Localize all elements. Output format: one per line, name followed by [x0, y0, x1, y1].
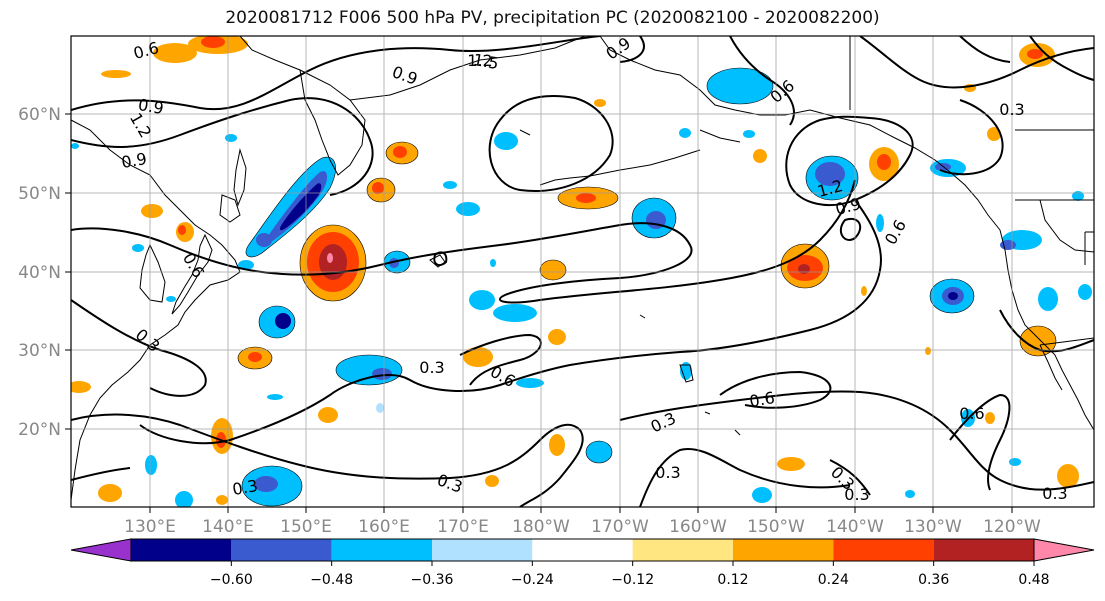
- lon-tick-label: 160°W: [669, 517, 727, 537]
- lon-tick-label: 150°W: [747, 517, 805, 537]
- lat-tick-label: 60°N: [18, 105, 61, 125]
- lon-tick-label: 130°W: [904, 517, 962, 537]
- colorbar-tick-label: −0.24: [511, 572, 554, 588]
- precip-positive: [71, 36, 1079, 505]
- contour-label: 0.6: [748, 388, 776, 411]
- lon-tick-label: 130°E: [124, 517, 176, 537]
- contour-label: 0.3: [844, 485, 869, 504]
- colorbar-segment: [532, 539, 633, 561]
- colorbar-tick-label: 0.24: [818, 572, 849, 588]
- lon-tick-label: 160°E: [358, 517, 410, 537]
- colorbar-extend-high: [1033, 538, 1095, 562]
- lat-tick-label: 40°N: [18, 263, 61, 283]
- lon-tick-label: 120°W: [983, 517, 1041, 537]
- lon-tick-label: 140°E: [202, 517, 254, 537]
- contour-label: 1.5: [472, 50, 500, 73]
- political-borders: [849, 36, 1094, 346]
- colorbar-segment: [733, 539, 834, 561]
- map-content: 0.60.91.21.51.20.90.90.61.20.90.60.30.90…: [71, 36, 1094, 507]
- colorbar-tick-label: 0.12: [717, 572, 748, 588]
- colorbar-tick-label: 0.48: [1018, 572, 1049, 588]
- figure-title: 2020081712 F006 500 hPa PV, precipitatio…: [225, 8, 880, 28]
- contour-label: 0.3: [655, 463, 680, 482]
- latitude-ticks: 60°N 50°N 40°N 30°N 20°N: [18, 105, 71, 440]
- colorbar-segment: [833, 539, 934, 561]
- lon-tick-label: 170°E: [437, 517, 489, 537]
- longitude-ticks: 130°E 140°E 150°E 160°E 170°E 180°W 170°W 160°W…: [124, 507, 1041, 537]
- colorbar-segment: [231, 539, 332, 561]
- contour-label: 0.9: [120, 149, 148, 172]
- colorbar-tick-label: −0.12: [611, 572, 654, 588]
- coastlines: [71, 36, 1094, 501]
- lon-tick-label: 140°W: [826, 517, 884, 537]
- colorbar-tick-label: −0.60: [210, 572, 253, 588]
- colorbar-segment: [933, 539, 1034, 561]
- contour-label: 0.6: [959, 404, 984, 423]
- contour-label: 0.3: [1042, 484, 1067, 503]
- colorbar-extend-low: [70, 538, 132, 562]
- colorbar: −0.60 −0.48 −0.36 −0.24 −0.12 0.12 0.24 0.36 0.4…: [70, 538, 1095, 588]
- contour-label: 0.9: [137, 95, 165, 118]
- lon-tick-label: 170°W: [591, 517, 649, 537]
- lon-tick-label: 150°E: [280, 517, 332, 537]
- contour-label: 1.2: [467, 51, 492, 70]
- contour-label: 0.3: [419, 358, 444, 377]
- map-grid: [71, 36, 1094, 507]
- lon-tick-label: 180°W: [512, 517, 570, 537]
- colorbar-segment: [131, 539, 232, 561]
- lat-tick-label: 20°N: [18, 420, 61, 440]
- colorbar-segment: [632, 539, 733, 561]
- colorbar-segment: [432, 539, 533, 561]
- colorbar-tick-label: −0.48: [310, 572, 353, 588]
- colorbar-frame: [130, 538, 1035, 562]
- lat-tick-label: 30°N: [18, 341, 61, 361]
- contour-label: 0.3: [231, 476, 259, 499]
- lat-tick-label: 50°N: [18, 184, 61, 204]
- colorbar-tick-label: −0.36: [411, 572, 454, 588]
- contour-label: 0.3: [999, 100, 1024, 119]
- colorbar-tick-label: 0.36: [918, 572, 949, 588]
- colorbar-segment: [331, 539, 432, 561]
